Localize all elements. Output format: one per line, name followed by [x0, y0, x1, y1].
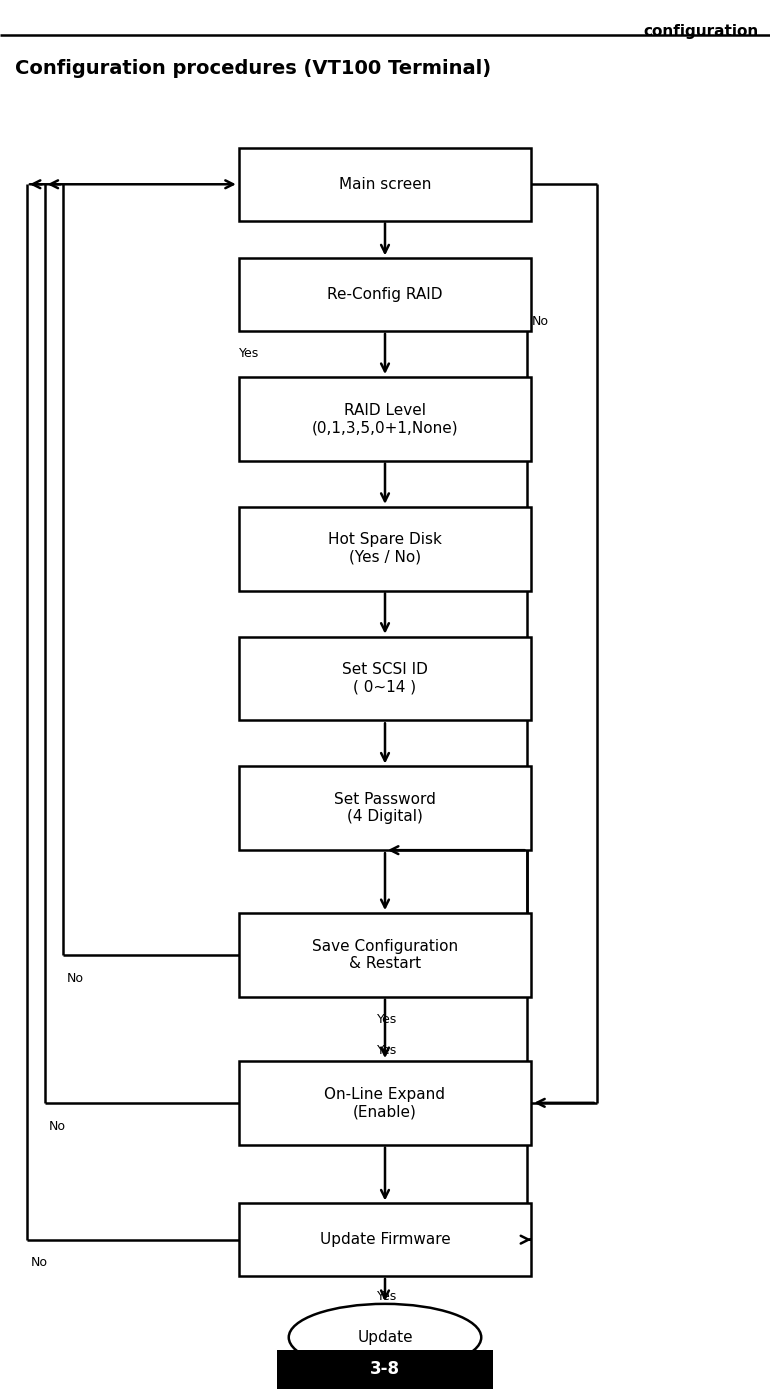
Text: Yes: Yes: [377, 1013, 397, 1026]
Text: Configuration procedures (VT100 Terminal): Configuration procedures (VT100 Terminal…: [15, 59, 491, 78]
Text: No: No: [67, 972, 84, 984]
Text: Yes: Yes: [239, 348, 259, 360]
Text: Re-Config RAID: Re-Config RAID: [327, 288, 443, 302]
Text: Update: Update: [357, 1330, 413, 1344]
Text: No: No: [49, 1120, 65, 1132]
Text: Set Password
(4 Digital): Set Password (4 Digital): [334, 792, 436, 825]
FancyBboxPatch shape: [239, 1203, 531, 1276]
Text: Hot Spare Disk
(Yes / No): Hot Spare Disk (Yes / No): [328, 532, 442, 565]
Text: Yes: Yes: [377, 1290, 397, 1302]
Text: No: No: [531, 315, 548, 328]
Text: configuration: configuration: [643, 24, 758, 39]
Text: Yes: Yes: [377, 1044, 397, 1057]
FancyBboxPatch shape: [239, 913, 531, 997]
Text: Main screen: Main screen: [339, 177, 431, 191]
Ellipse shape: [289, 1304, 481, 1371]
Text: No: No: [31, 1256, 48, 1269]
Text: On-Line Expand
(Enable): On-Line Expand (Enable): [324, 1086, 446, 1120]
FancyBboxPatch shape: [239, 258, 531, 331]
Text: RAID Level
(0,1,3,5,0+1,None): RAID Level (0,1,3,5,0+1,None): [312, 402, 458, 436]
FancyBboxPatch shape: [277, 1350, 493, 1389]
FancyBboxPatch shape: [239, 1061, 531, 1145]
FancyBboxPatch shape: [239, 766, 531, 850]
FancyBboxPatch shape: [239, 148, 531, 221]
FancyBboxPatch shape: [239, 637, 531, 720]
Text: Update Firmware: Update Firmware: [320, 1233, 450, 1247]
Text: Save Configuration
& Restart: Save Configuration & Restart: [312, 938, 458, 972]
Text: Set SCSI ID
( 0~14 ): Set SCSI ID ( 0~14 ): [342, 662, 428, 695]
FancyBboxPatch shape: [239, 507, 531, 591]
FancyBboxPatch shape: [239, 377, 531, 461]
Text: 3-8: 3-8: [370, 1361, 400, 1378]
